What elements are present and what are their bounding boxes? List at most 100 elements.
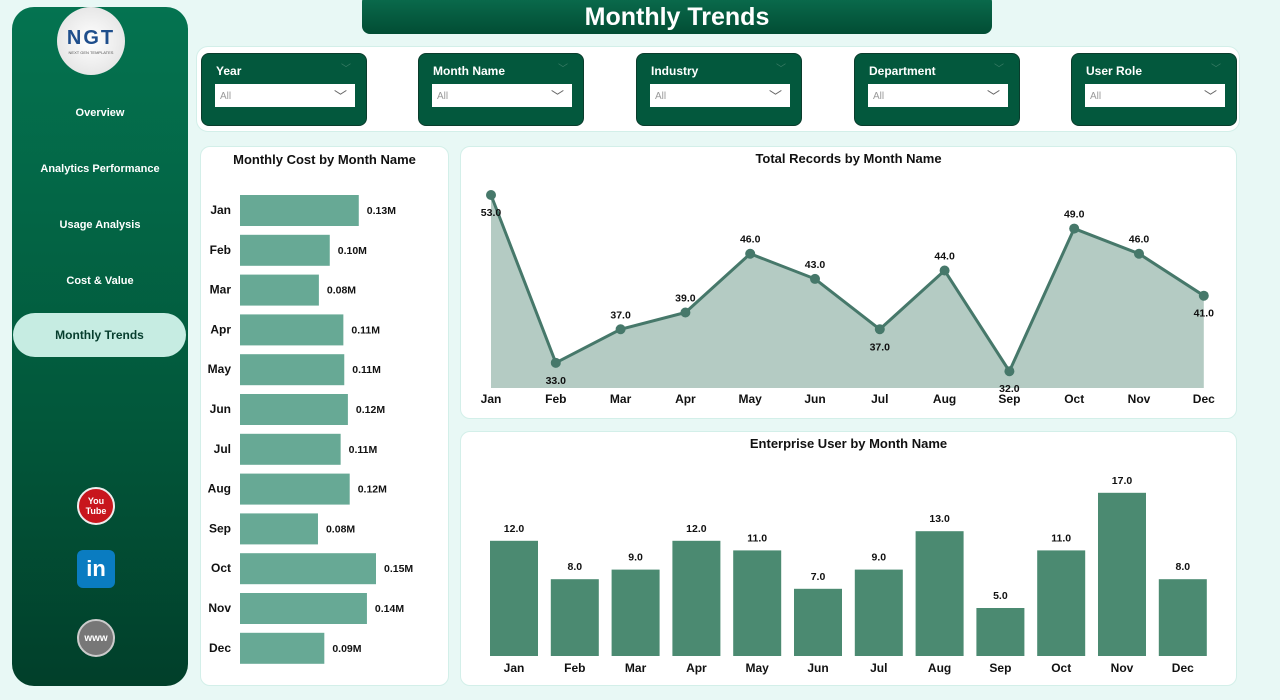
data-label: 0.10M xyxy=(338,245,367,257)
filter-industry[interactable]: Industry ﹀ All ﹀ xyxy=(636,53,802,126)
bar xyxy=(240,553,376,585)
data-point xyxy=(1134,248,1144,259)
filter-value: All xyxy=(220,91,232,102)
x-tick-label: Mar xyxy=(625,661,647,675)
total-records-panel: Total Records by Month Name 53.0 Jan 33.0 F… xyxy=(460,146,1237,419)
filter-select[interactable]: All ﹀ xyxy=(650,84,790,107)
youtube-icon[interactable]: You Tube xyxy=(77,487,115,525)
chevron-down-icon: ﹀ xyxy=(1203,89,1217,104)
filter-year[interactable]: Year ﹀ All ﹀ xyxy=(201,53,367,126)
category-label: Jul xyxy=(214,442,231,456)
filter-value: All xyxy=(873,91,885,102)
chevron-down-icon: ﹀ xyxy=(768,89,782,104)
data-label: 37.0 xyxy=(610,309,631,321)
nav-cost-value[interactable]: Cost & Value xyxy=(66,275,134,287)
monthly-cost-panel: Monthly Cost by Month Name Jan 0.13M Feb 0.… xyxy=(200,146,449,686)
data-label: 32.0 xyxy=(999,383,1020,395)
data-label: 44.0 xyxy=(934,251,955,263)
series-line xyxy=(489,194,1205,375)
data-label: 41.0 xyxy=(1194,308,1215,320)
chevron-down-icon[interactable]: ﹀ xyxy=(341,64,351,75)
sidebar: NGT NEXT GEN TEMPLATES Overview Analytics… xyxy=(12,7,188,686)
category-label: Oct xyxy=(211,561,231,575)
total-records-chart: 53.0 Jan 33.0 Feb 37.0 Mar 39.0 Apr 46.0 May 43.0 J… xyxy=(481,190,1215,406)
area-fill xyxy=(491,195,1204,388)
filter-bar: Year ﹀ All ﹀ Month Name ﹀ All ﹀ Industry ﹀ All ﹀ … xyxy=(196,46,1240,132)
data-label: 0.14M xyxy=(375,603,404,615)
category-label: Dec xyxy=(209,641,231,655)
bar xyxy=(240,195,359,226)
data-label: 5.0 xyxy=(993,590,1008,602)
category-label: Apr xyxy=(210,322,231,336)
x-tick-label: Feb xyxy=(545,392,566,406)
data-label: 11.0 xyxy=(747,532,767,544)
x-tick-label: Dec xyxy=(1193,392,1215,406)
nav-analytics-performance[interactable]: Analytics Performance xyxy=(40,163,160,175)
nav-monthly-trends[interactable]: Monthly Trends xyxy=(13,313,186,357)
filter-value: All xyxy=(1090,91,1102,102)
data-point xyxy=(550,357,561,368)
data-label: 13.0 xyxy=(929,513,950,525)
column-bar xyxy=(611,569,660,656)
category-label: Feb xyxy=(210,243,231,257)
x-tick-label: Jun xyxy=(807,661,828,675)
linkedin-icon[interactable]: in xyxy=(77,550,115,588)
filter-select[interactable]: All ﹀ xyxy=(868,84,1008,107)
filter-user-role[interactable]: User Role ﹀ All ﹀ xyxy=(1071,53,1237,126)
x-tick-label: Nov xyxy=(1111,661,1134,675)
filter-select[interactable]: All ﹀ xyxy=(432,84,572,107)
bar xyxy=(240,394,348,425)
data-label: 8.0 xyxy=(1175,561,1190,573)
page-title: Monthly Trends xyxy=(362,0,992,34)
filter-select[interactable]: All ﹀ xyxy=(1085,84,1225,107)
chart-title: Total Records by Month Name xyxy=(755,151,942,166)
filter-month-name[interactable]: Month Name ﹀ All ﹀ xyxy=(418,53,584,126)
nav-usage-analysis[interactable]: Usage Analysis xyxy=(59,219,141,231)
filter-label: User Role xyxy=(1086,64,1143,78)
x-tick-label: Dec xyxy=(1172,661,1194,675)
bar xyxy=(240,314,344,346)
data-label: 0.11M xyxy=(352,364,381,376)
column-bar xyxy=(794,588,842,656)
nav-overview[interactable]: Overview xyxy=(75,107,125,119)
data-label: 12.0 xyxy=(686,523,707,535)
data-label: 46.0 xyxy=(1129,234,1150,246)
filter-label: Industry xyxy=(651,64,699,78)
bar xyxy=(240,593,367,624)
chevron-down-icon[interactable]: ﹀ xyxy=(1211,64,1221,75)
x-tick-label: Apr xyxy=(675,392,696,406)
x-tick-label: Feb xyxy=(564,661,585,675)
chevron-down-icon[interactable]: ﹀ xyxy=(994,64,1004,75)
x-tick-label: Jul xyxy=(870,661,887,675)
data-label: 0.08M xyxy=(326,523,355,535)
filter-value: All xyxy=(655,91,667,102)
data-label: 17.0 xyxy=(1112,475,1133,487)
chevron-down-icon: ﹀ xyxy=(333,89,347,104)
filter-department[interactable]: Department ﹀ All ﹀ xyxy=(854,53,1020,126)
x-tick-label: Sep xyxy=(998,392,1020,406)
x-tick-label: Jun xyxy=(804,392,825,406)
x-tick-label: Aug xyxy=(928,661,951,675)
bar xyxy=(240,632,325,664)
data-label: 0.13M xyxy=(367,205,396,217)
x-tick-label: Jul xyxy=(871,392,888,406)
x-tick-label: Mar xyxy=(610,392,632,406)
data-label: 11.0 xyxy=(1051,532,1071,544)
column-bar xyxy=(672,540,721,656)
monthly-cost-chart: Jan 0.13M Feb 0.10M Mar 0.08M Apr 0.11M May 0.11M… xyxy=(208,195,413,664)
filter-select[interactable]: All ﹀ xyxy=(215,84,355,107)
chevron-down-icon: ﹀ xyxy=(986,89,1000,104)
enterprise-user-chart: 12.0 Jan 8.0 Feb 9.0 Mar 12.0 Apr 11.0 May 7.0 Jun 9… xyxy=(490,475,1207,675)
data-label: 0.12M xyxy=(356,404,385,416)
data-label: 0.11M xyxy=(351,324,380,336)
web-icon[interactable]: www xyxy=(77,619,115,657)
category-label: Jan xyxy=(210,203,231,217)
data-label: 12.0 xyxy=(504,523,525,535)
x-tick-label: Oct xyxy=(1051,661,1071,675)
chevron-down-icon[interactable]: ﹀ xyxy=(776,64,786,75)
data-label: 43.0 xyxy=(805,259,826,271)
logo-text: NGT xyxy=(66,27,116,49)
column-bar xyxy=(915,531,964,656)
chevron-down-icon[interactable]: ﹀ xyxy=(558,64,568,75)
data-label: 49.0 xyxy=(1064,209,1085,221)
